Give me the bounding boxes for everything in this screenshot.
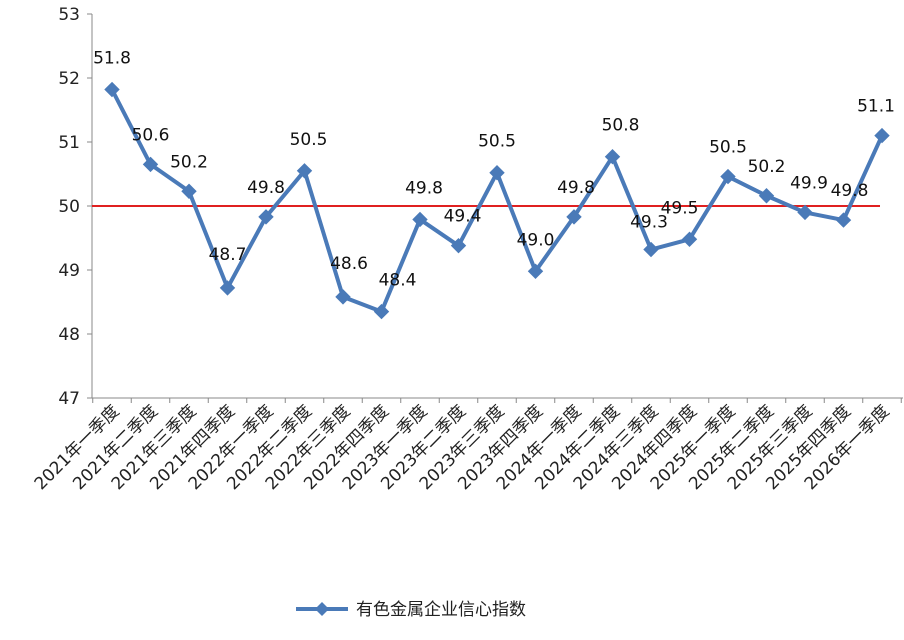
data-point-marker [527,263,544,279]
data-label: 49.9 [790,173,828,193]
y-tick-label: 53 [58,5,80,25]
data-point-marker [758,188,775,204]
data-point-marker [450,237,467,254]
data-label: 49.0 [517,230,555,250]
data-point-marker [566,209,582,225]
data-label: 49.8 [557,178,595,198]
data-label: 50.5 [478,132,516,152]
y-tick-label: 50 [58,197,80,217]
y-tick-label: 51 [58,133,80,153]
legend: 有色金属企业信心指数 [296,600,526,620]
data-label: 49.3 [630,213,668,233]
x-axis-categories: 2021年一季度2021年二季度2021年三季度2021年四季度2022年一季度… [31,401,894,494]
y-tick-label: 52 [58,69,80,89]
data-labels: 51.850.650.248.749.850.548.648.449.849.4… [93,49,895,291]
data-point-marker [412,211,428,228]
series-group [104,81,890,320]
data-label: 48.4 [379,271,417,291]
data-point-marker [219,280,236,296]
data-label: 48.6 [330,254,368,274]
data-label: 50.6 [132,125,170,145]
data-point-marker [643,241,659,258]
data-label: 49.8 [405,178,443,198]
data-label: 51.8 [93,49,131,69]
y-tick-label: 47 [58,389,80,409]
data-point-marker [681,231,698,247]
y-tick-label: 49 [58,261,80,281]
data-point-marker [874,127,890,144]
axes [91,14,903,403]
data-label: 50.2 [170,152,208,172]
y-tick-label: 48 [58,325,80,345]
data-label: 51.1 [857,97,895,117]
data-point-marker [104,81,120,98]
data-point-marker [296,163,313,179]
data-point-marker [720,168,736,185]
data-point-marker [335,289,351,305]
data-label: 50.8 [602,116,640,136]
data-point-marker [835,212,852,228]
data-label: 49.8 [831,181,869,201]
data-point-marker [373,303,390,320]
data-label: 49.8 [247,178,285,198]
data-point-marker [489,165,505,181]
data-point-marker [142,156,159,173]
data-label: 50.2 [748,157,786,177]
data-point-marker [181,183,197,199]
data-label: 50.5 [709,138,747,158]
y-axis-ticks: 47 48 49 50 51 52 53 [58,5,92,409]
data-label: 49.4 [444,207,482,227]
data-point-marker [797,204,813,221]
data-point-marker [604,149,621,165]
data-label: 50.5 [290,130,328,150]
data-label: 49.5 [661,198,699,218]
legend-label: 有色金属企业信心指数 [356,600,526,620]
legend-marker [315,602,329,616]
data-point-marker [258,209,274,225]
data-label: 48.7 [209,245,247,265]
